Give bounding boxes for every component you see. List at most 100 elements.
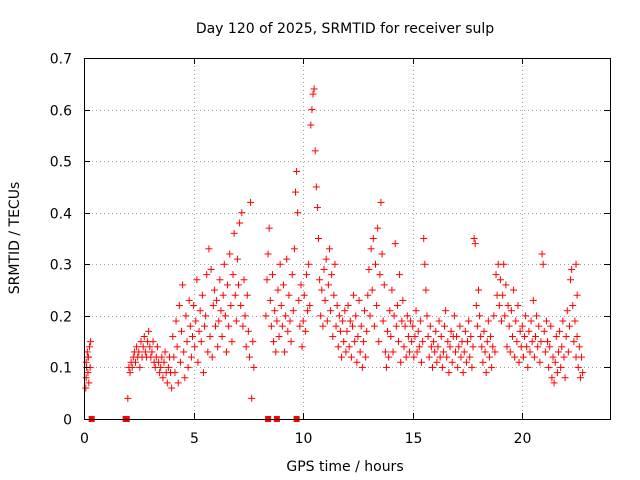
data-point bbox=[343, 327, 351, 335]
data-point bbox=[277, 302, 285, 310]
data-point bbox=[304, 307, 312, 315]
data-point bbox=[436, 353, 444, 361]
data-point bbox=[313, 204, 321, 212]
data-point bbox=[290, 245, 298, 253]
data-point bbox=[315, 235, 323, 242]
data-point bbox=[135, 348, 143, 356]
data-point bbox=[385, 353, 393, 361]
data-point bbox=[510, 286, 518, 294]
data-point bbox=[573, 332, 581, 340]
data-point bbox=[392, 322, 400, 330]
data-point bbox=[242, 343, 250, 351]
data-point bbox=[285, 291, 293, 299]
data-point bbox=[203, 271, 211, 279]
data-point bbox=[331, 260, 339, 268]
data-point bbox=[505, 322, 513, 330]
data-point bbox=[418, 358, 426, 366]
data-point bbox=[84, 369, 92, 377]
data-point bbox=[276, 260, 284, 268]
data-point bbox=[282, 312, 290, 320]
data-point bbox=[371, 260, 379, 268]
data-point bbox=[191, 343, 199, 351]
data-point bbox=[521, 332, 529, 340]
data-point bbox=[552, 332, 560, 340]
data-point bbox=[379, 317, 387, 325]
data-point bbox=[423, 312, 431, 320]
data-point bbox=[333, 302, 341, 310]
data-point bbox=[442, 307, 450, 315]
data-point bbox=[305, 260, 313, 268]
data-point bbox=[148, 348, 156, 356]
data-point bbox=[156, 369, 164, 377]
data-point bbox=[158, 353, 166, 361]
data-point bbox=[491, 348, 499, 356]
data-point bbox=[451, 348, 459, 356]
data-point bbox=[382, 363, 390, 371]
data-point bbox=[311, 147, 319, 155]
data-point bbox=[87, 338, 95, 346]
data-point bbox=[124, 394, 132, 402]
data-point bbox=[455, 343, 463, 351]
data-point bbox=[264, 250, 272, 258]
data-point bbox=[445, 369, 453, 377]
data-point bbox=[342, 348, 350, 356]
data-point bbox=[195, 327, 203, 335]
data-point bbox=[524, 363, 532, 371]
gridlines bbox=[84, 58, 610, 419]
data-point bbox=[538, 250, 546, 258]
data-point bbox=[453, 332, 461, 340]
data-point bbox=[233, 255, 241, 263]
data-point bbox=[396, 271, 404, 279]
data-point bbox=[336, 327, 344, 335]
data-point bbox=[350, 291, 358, 299]
data-point bbox=[328, 271, 336, 279]
data-point bbox=[523, 343, 531, 351]
data-point bbox=[220, 260, 228, 268]
data-point bbox=[390, 312, 398, 320]
data-point bbox=[268, 271, 276, 279]
data-point bbox=[174, 379, 182, 387]
data-point bbox=[163, 379, 171, 387]
data-point bbox=[518, 322, 526, 330]
data-point bbox=[399, 296, 407, 304]
data-point bbox=[133, 343, 141, 351]
data-point bbox=[240, 276, 248, 284]
data-point bbox=[562, 332, 570, 340]
data-point bbox=[271, 307, 279, 315]
data-point bbox=[428, 363, 436, 371]
data-point bbox=[479, 358, 487, 366]
data-point bbox=[564, 348, 572, 356]
data-point bbox=[241, 312, 249, 320]
data-point bbox=[210, 286, 218, 294]
data-point bbox=[393, 302, 401, 310]
data-point bbox=[465, 317, 473, 325]
data-point bbox=[401, 322, 409, 330]
data-point bbox=[374, 224, 382, 232]
data-point bbox=[533, 312, 541, 320]
data-point bbox=[302, 271, 310, 279]
y-tick-label: 0 bbox=[63, 413, 72, 429]
data-point bbox=[550, 379, 558, 387]
data-point bbox=[443, 353, 451, 361]
data-point bbox=[403, 312, 411, 320]
data-point bbox=[464, 338, 472, 346]
data-point bbox=[250, 363, 258, 371]
data-point bbox=[298, 343, 306, 351]
data-point bbox=[541, 348, 549, 356]
data-point bbox=[136, 363, 144, 371]
data-point bbox=[126, 369, 134, 377]
data-point bbox=[513, 338, 521, 346]
data-point bbox=[132, 358, 140, 366]
data-point bbox=[192, 317, 200, 325]
data-point bbox=[498, 317, 506, 325]
data-point bbox=[529, 296, 537, 304]
data-point bbox=[324, 281, 332, 289]
data-point bbox=[176, 358, 184, 366]
data-point bbox=[273, 317, 281, 325]
data-point bbox=[284, 327, 292, 335]
data-point bbox=[457, 353, 465, 361]
data-point bbox=[575, 343, 583, 351]
data-point bbox=[473, 322, 481, 330]
data-point bbox=[431, 348, 439, 356]
data-point bbox=[184, 363, 192, 371]
